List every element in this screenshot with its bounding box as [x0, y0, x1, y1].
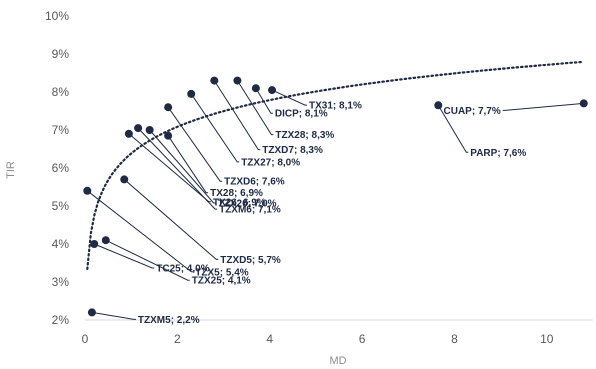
x-tick-label: 10 — [540, 332, 554, 346]
data-label-tx31: TX31; 8,1% — [309, 101, 362, 112]
data-label-tx28: TX28; 6,9% — [210, 188, 263, 199]
data-label-tzx27: TZX27; 8,0% — [241, 157, 300, 168]
y-tick-label: 8% — [52, 85, 70, 99]
leader-line — [271, 89, 308, 106]
leader-line — [167, 135, 209, 194]
data-point-tzx28 — [233, 76, 242, 85]
data-label-tzx25: TZX25; 4,1% — [192, 276, 251, 287]
data-point-tzx26 — [145, 126, 154, 134]
data-point-tx26 — [124, 129, 133, 138]
data-label-tzxd6: TZXD6; 7,6% — [224, 177, 285, 188]
leader-line — [91, 311, 136, 320]
x-axis-title: MD — [329, 355, 346, 367]
y-tick-label: 10% — [45, 9, 69, 23]
y-tick-label: 5% — [52, 199, 70, 213]
leader-line — [128, 133, 211, 203]
leader-line — [255, 87, 273, 114]
data-label-tx26: TX26; 6,9% — [213, 197, 266, 208]
leader-line — [167, 106, 223, 182]
data-label-tzx5: TZX5; 5,4% — [195, 267, 248, 278]
data-point-tx28 — [164, 131, 173, 140]
x-tick-label: 0 — [82, 332, 89, 346]
y-tick-label: 6% — [52, 161, 70, 175]
y-tick-label: 4% — [52, 237, 70, 251]
data-point-tzx25 — [101, 236, 110, 245]
leader-line — [236, 80, 274, 136]
y-tick-label: 9% — [52, 47, 70, 61]
data-label-parp: PARP; 7,6% — [470, 148, 526, 159]
data-label-tzxd5: TZXD5; 5,7% — [220, 255, 281, 266]
data-point-cuap — [579, 99, 588, 108]
data-point-tzxm5 — [87, 308, 96, 317]
leader-line — [149, 129, 216, 204]
leader-line — [123, 179, 219, 260]
leader-line — [213, 80, 261, 151]
data-point-tzx5 — [83, 186, 92, 195]
leader-line — [502, 102, 584, 111]
leader-line — [437, 105, 469, 153]
leader-line — [190, 93, 240, 163]
x-tick-label: 6 — [359, 332, 366, 346]
leader-line — [87, 190, 194, 273]
data-label-dicp: DICP; 8,1% — [275, 109, 328, 120]
x-tick-label: 4 — [266, 332, 273, 346]
leader-line — [137, 127, 218, 210]
data-label-tzx26: TZX26; 7,0% — [218, 199, 277, 210]
leader-line — [94, 243, 155, 269]
y-tick-label: 2% — [52, 313, 70, 327]
y-tick-label: 3% — [52, 275, 70, 289]
data-point-tzxd6 — [164, 103, 173, 112]
data-label-tzxm6: TZXM6; 7,1% — [219, 205, 281, 216]
data-point-dicp — [251, 84, 260, 93]
data-point-parp — [434, 101, 443, 110]
data-point-tx31 — [268, 86, 277, 95]
x-tick-label: 8 — [451, 332, 458, 346]
y-tick-label: 7% — [52, 123, 70, 137]
data-label-tzxd7: TZXD7; 8,3% — [262, 145, 323, 156]
data-label-tc25: TC25; 4,0% — [156, 264, 209, 275]
x-tick-label: 2 — [174, 332, 181, 346]
data-label-tzx28: TZX28; 8,3% — [275, 130, 334, 141]
trendline — [86, 60, 585, 271]
y-axis-title: TIR — [5, 161, 17, 179]
data-point-tzxm6 — [134, 124, 143, 133]
data-point-tzx27 — [187, 89, 196, 98]
data-label-tzxm5: TZXM5; 2,2% — [138, 315, 200, 326]
data-point-tzxd7 — [210, 76, 219, 85]
data-point-tzxd5 — [120, 175, 129, 184]
leader-line — [105, 239, 190, 281]
data-label-cuap: CUAP; 7,7% — [444, 106, 501, 117]
data-point-tc25 — [90, 240, 99, 248]
